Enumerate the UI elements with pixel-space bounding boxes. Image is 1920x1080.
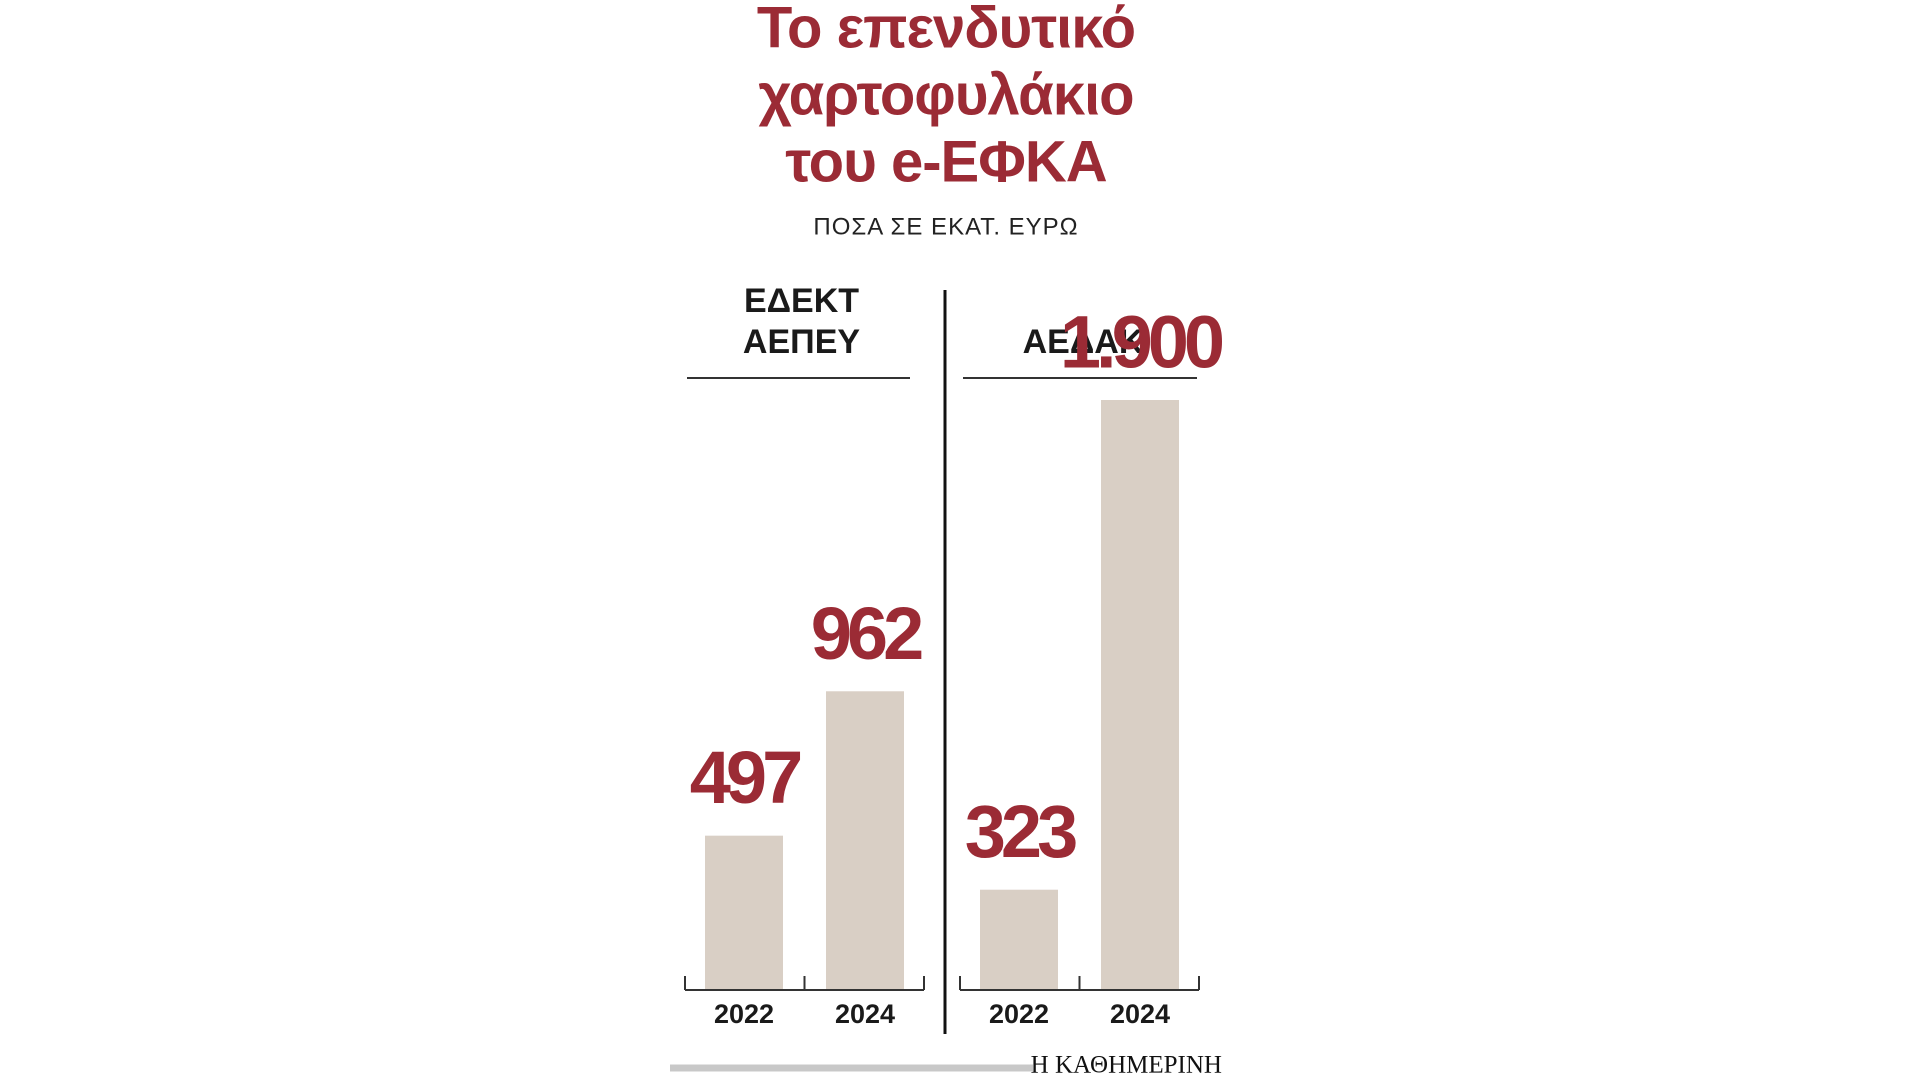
bar <box>705 835 783 990</box>
chart-title: χαρτοφυλάκιο <box>758 62 1133 127</box>
x-tick-label: 2024 <box>1110 999 1170 1029</box>
x-tick-label: 2022 <box>989 999 1049 1029</box>
value-label: 497 <box>690 736 800 819</box>
bar <box>826 691 904 990</box>
panel-title: ΕΔΕΚΤ <box>744 282 859 320</box>
panel-title: ΑΕΠΕΥ <box>743 323 860 361</box>
source: Η ΚΑΘΗΜΕΡΙΝΗ <box>1031 1052 1222 1079</box>
subtitle: ΠΟΣΑ ΣΕ ΕΚΑΤ. ΕΥΡΩ <box>813 213 1078 240</box>
value-label: 323 <box>965 790 1076 873</box>
bar <box>980 889 1058 990</box>
value-label: 1.900 <box>1060 301 1223 384</box>
x-tick-label: 2022 <box>714 999 774 1029</box>
panel-title: ΑΕΔΑΚ <box>1023 323 1144 361</box>
chart-title: Το επενδυτικό <box>757 0 1135 60</box>
value-label: 962 <box>811 592 922 675</box>
chart-title: του e-ΕΦΚΑ <box>785 129 1106 194</box>
bar <box>1101 400 1179 990</box>
x-tick-label: 2024 <box>835 999 895 1029</box>
